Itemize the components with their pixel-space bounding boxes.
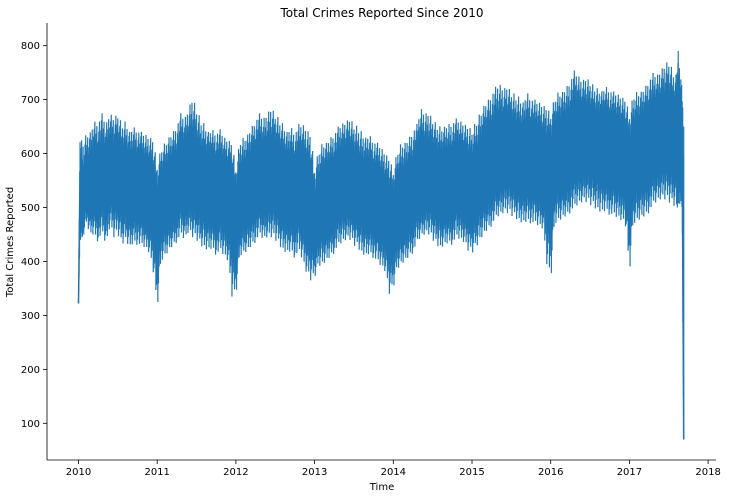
x-tick-label: 2013 — [302, 467, 327, 478]
y-axis-ticks: 100 200 300 400 500 600 700 800 — [21, 41, 47, 430]
x-axis-title: Time — [369, 482, 394, 493]
y-tick-label: 300 — [21, 311, 40, 322]
chart-title: Total Crimes Reported Since 2010 — [279, 6, 483, 20]
x-tick-label: 2015 — [459, 467, 484, 478]
plot-area — [77, 50, 685, 440]
x-tick-label: 2010 — [66, 467, 91, 478]
x-axis-ticks: 2010 2011 2012 2013 2014 2015 2016 2017 2018 — [66, 460, 721, 478]
x-tick-label: 2017 — [617, 467, 642, 478]
y-tick-label: 100 — [21, 419, 40, 430]
y-tick-label: 200 — [21, 365, 40, 376]
y-tick-label: 500 — [21, 203, 40, 214]
x-tick-label: 2014 — [381, 467, 406, 478]
y-tick-label: 400 — [21, 257, 40, 268]
x-tick-label: 2011 — [144, 467, 169, 478]
y-tick-label: 600 — [21, 149, 40, 160]
y-tick-label: 800 — [21, 41, 40, 52]
y-axis-title: Total Crimes Reported — [5, 187, 16, 298]
x-tick-label: 2012 — [223, 467, 248, 478]
x-tick-label: 2018 — [695, 467, 720, 478]
y-tick-label: 700 — [21, 95, 40, 106]
x-tick-label: 2016 — [538, 467, 563, 478]
